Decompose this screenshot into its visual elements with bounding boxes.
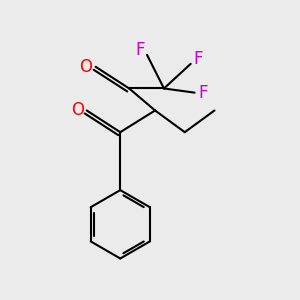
Text: F: F <box>136 41 145 59</box>
Text: F: F <box>194 50 203 68</box>
Text: O: O <box>71 101 84 119</box>
Text: F: F <box>199 84 208 102</box>
Text: O: O <box>80 58 93 76</box>
